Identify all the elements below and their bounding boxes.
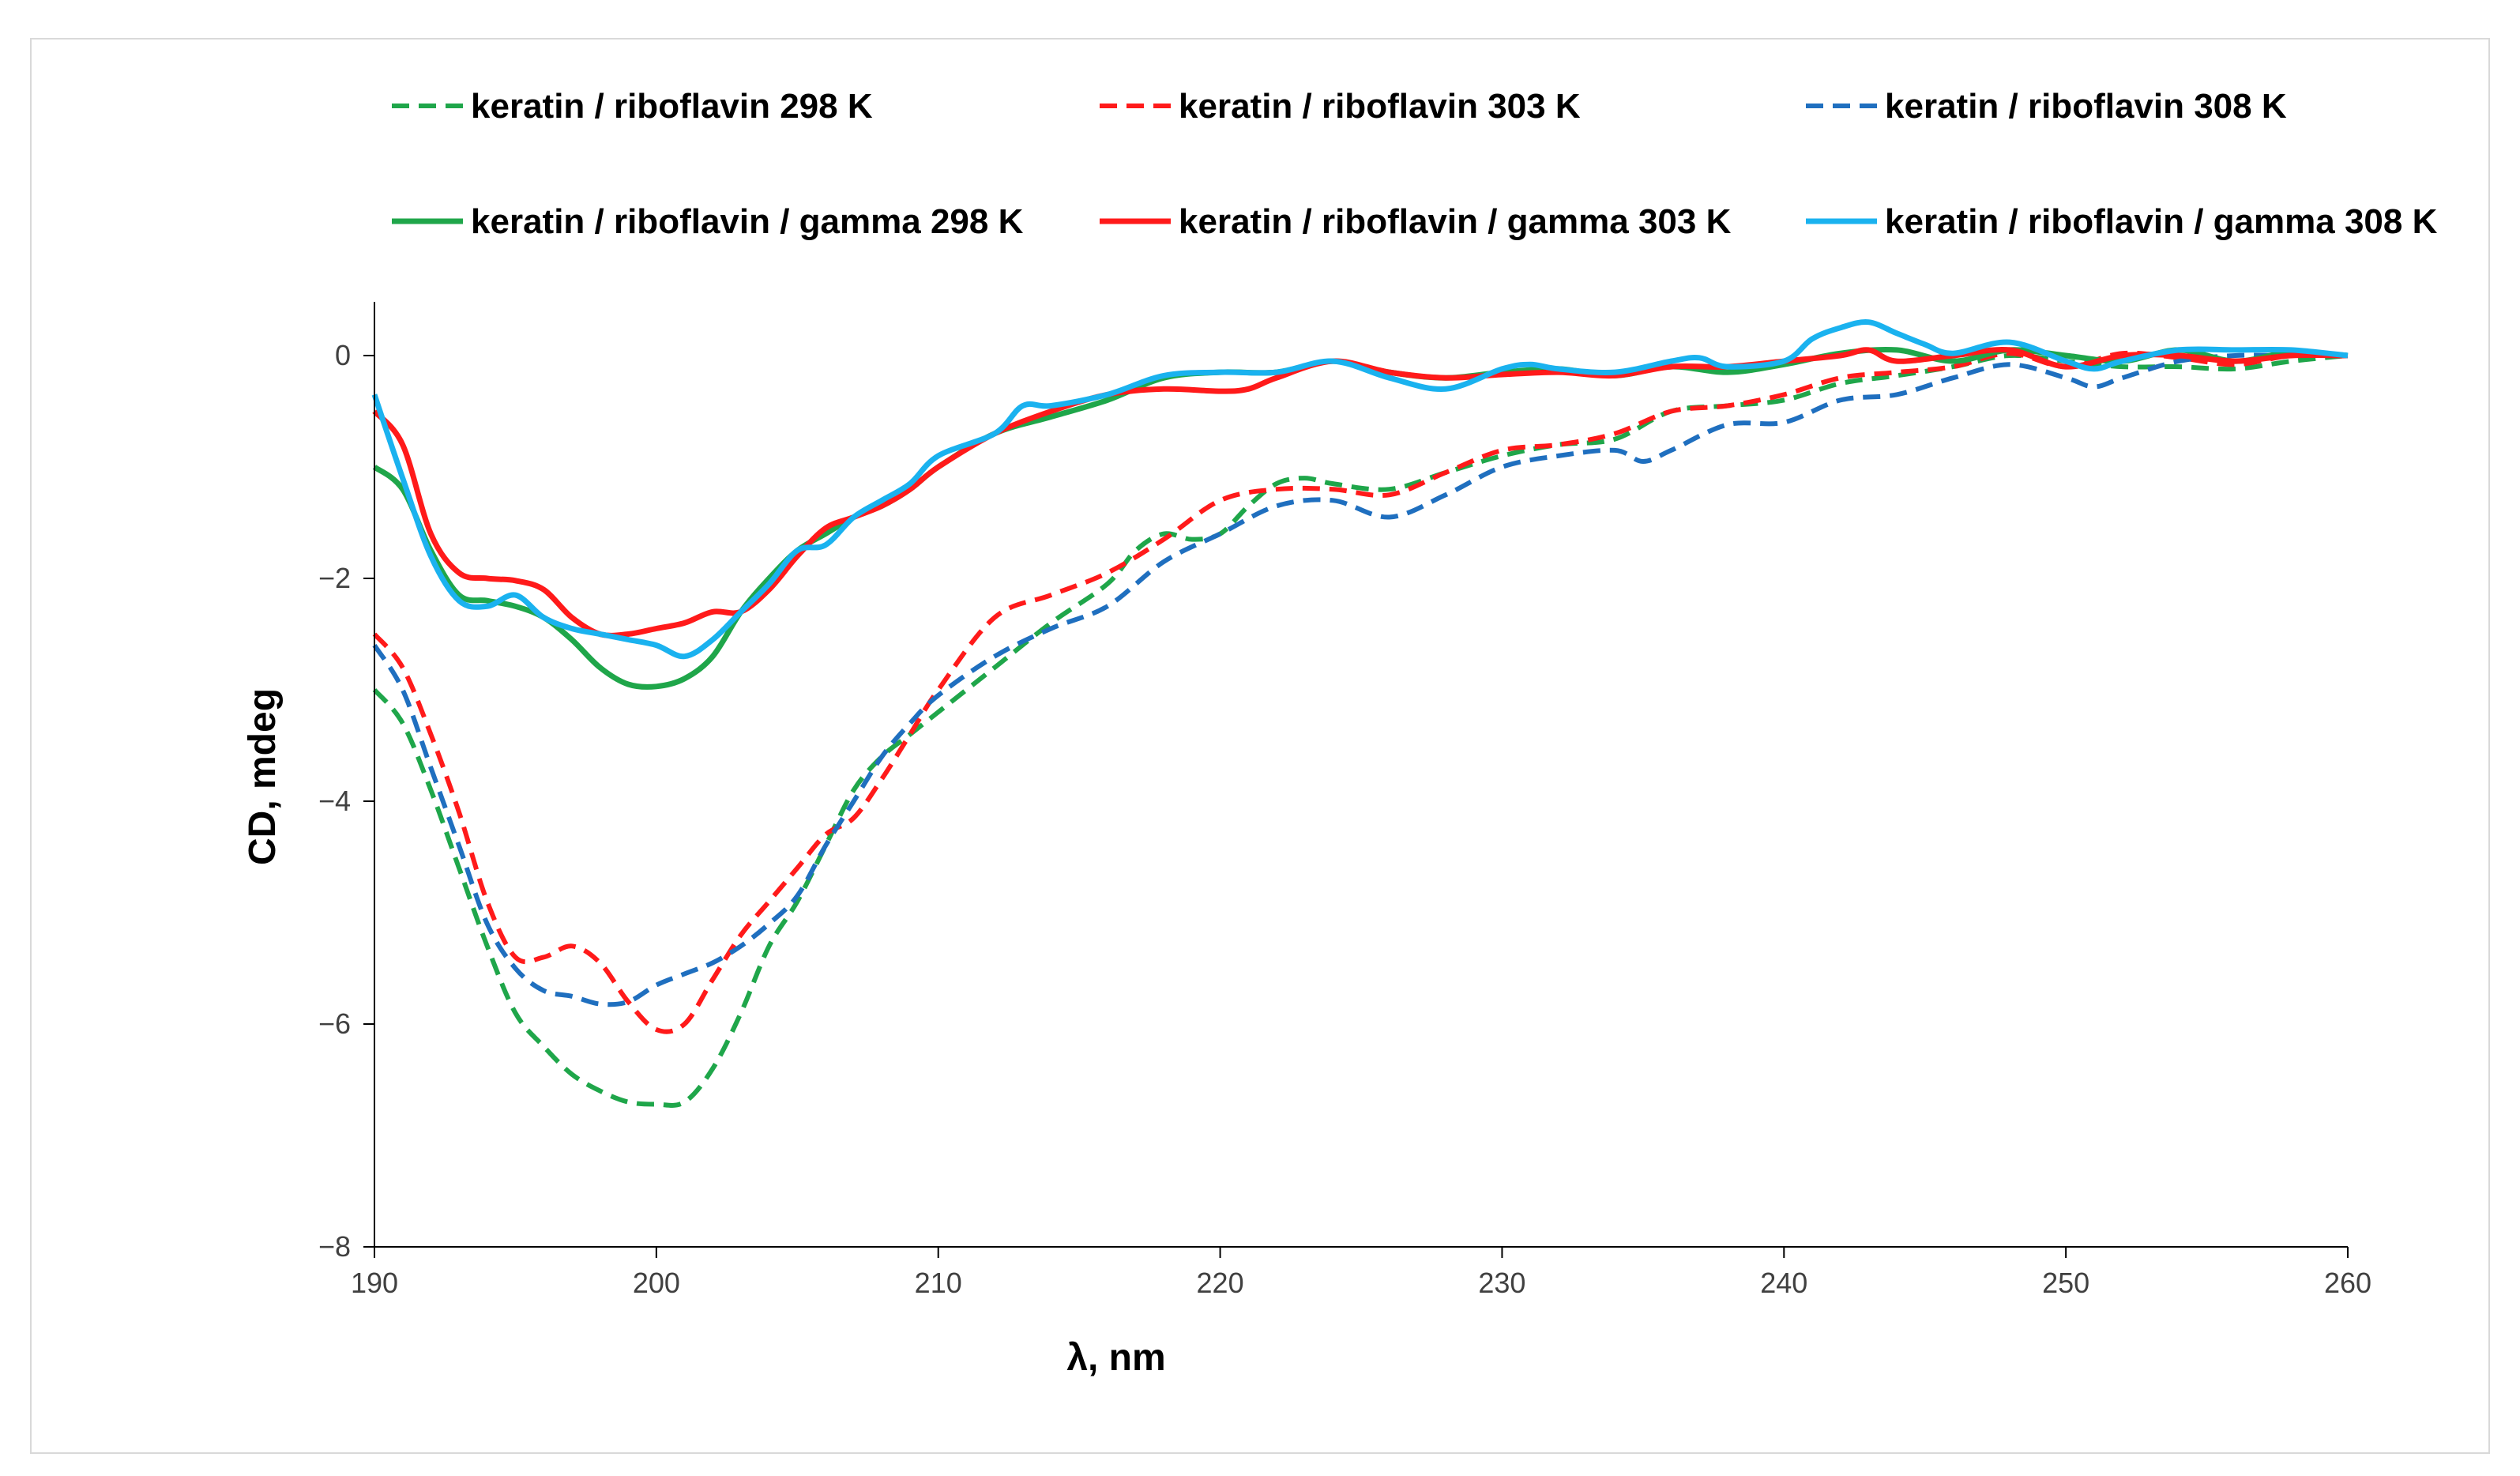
y-tick-label: −2 xyxy=(318,562,351,594)
legend-label-4: keratin / riboflavin / gamma 298 K xyxy=(471,202,1024,241)
series-line-3 xyxy=(372,352,2348,1007)
x-tick-label: 200 xyxy=(633,1267,680,1299)
axes xyxy=(374,302,2348,1248)
series-line-4 xyxy=(372,346,2349,690)
x-tick-label: 260 xyxy=(2324,1267,2371,1299)
y-tick-label: 0 xyxy=(335,339,351,371)
series-line-6 xyxy=(371,319,2349,660)
x-tick-label: 230 xyxy=(1478,1267,1525,1299)
legend-label-6: keratin / riboflavin / gamma 308 K xyxy=(1885,202,2438,241)
plot-series xyxy=(371,319,2349,1108)
y-tick-label: −6 xyxy=(318,1007,351,1040)
y-axis-title: CD, mdeg xyxy=(242,688,284,865)
x-axis-title: λ, nm xyxy=(1066,1337,1165,1379)
chart-frame xyxy=(30,38,2490,1454)
y-tick-label: −4 xyxy=(318,785,351,817)
legend-label-1: keratin / riboflavin 298 K xyxy=(471,87,873,126)
x-tick-label: 220 xyxy=(1197,1267,1244,1299)
legend-label-5: keratin / riboflavin / gamma 303 K xyxy=(1179,202,1732,241)
legend-label-3: keratin / riboflavin 308 K xyxy=(1885,87,2287,126)
series-line-2 xyxy=(372,350,2349,1034)
x-tick-label: 240 xyxy=(1760,1267,1807,1299)
y-tick-label: −8 xyxy=(318,1230,351,1263)
x-tick-label: 250 xyxy=(2042,1267,2089,1299)
x-tick-label: 190 xyxy=(351,1267,398,1299)
legend: keratin / riboflavin 298 K keratin / ribo… xyxy=(392,87,2438,241)
x-tick-label: 210 xyxy=(915,1267,962,1299)
series-line-1 xyxy=(372,352,2349,1108)
legend-label-2: keratin / riboflavin 303 K xyxy=(1179,87,1581,126)
